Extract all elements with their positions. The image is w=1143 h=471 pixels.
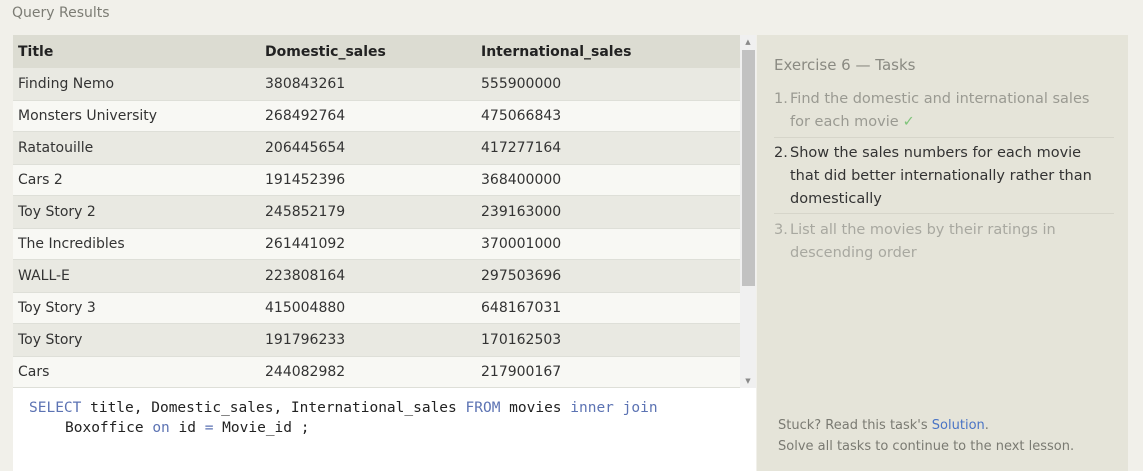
cell-international-sales: 297503696 <box>481 268 562 284</box>
task-item-2: 2. Show the sales numbers for each movie… <box>774 142 1104 211</box>
query-results-panel: Title Domestic_sales International_sales… <box>13 35 756 388</box>
cell-domestic-sales: 261441092 <box>265 236 346 252</box>
task-divider <box>774 137 1114 138</box>
cell-international-sales: 417277164 <box>481 140 562 156</box>
cell-title: Toy Story 2 <box>18 204 96 220</box>
sql-keyword: SELECT <box>29 400 82 416</box>
cell-international-sales: 475066843 <box>481 108 562 124</box>
sql-text: title, Domestic_sales, International_sal… <box>81 400 466 416</box>
checkmark-icon: ✓ <box>902 114 915 130</box>
sql-text: movies <box>500 400 571 416</box>
task-divider <box>774 213 1114 214</box>
task-text: Show the sales numbers for each movie th… <box>790 145 1092 207</box>
results-scrollbar[interactable]: ▲ ▼ <box>740 35 756 388</box>
sql-keyword: on <box>152 420 170 436</box>
scroll-up-arrow-icon[interactable]: ▲ <box>745 38 751 46</box>
sql-text: Boxoffice <box>65 420 153 436</box>
cell-title: Toy Story 3 <box>18 300 96 316</box>
cell-international-sales: 555900000 <box>481 76 562 92</box>
cell-title: The Incredibles <box>18 236 125 252</box>
table-row: Toy Story 3 415004880 648167031 <box>13 292 740 324</box>
sql-text: Movie_id ; <box>213 420 310 436</box>
solution-link[interactable]: Solution <box>931 418 985 433</box>
sql-keyword: inner join <box>570 400 658 416</box>
cell-title: Finding Nemo <box>18 76 115 92</box>
continue-note: Solve all tasks to continue to the next … <box>778 439 1075 454</box>
table-row: Ratatouille 206445654 417277164 <box>13 132 740 164</box>
sql-line-2: Boxoffice on id = Movie_id ; <box>65 418 309 438</box>
table-row: The Incredibles 261441092 370001000 <box>13 228 740 260</box>
tasks-panel: Exercise 6 — Tasks 1. Find the domestic … <box>757 35 1128 471</box>
cell-title: Toy Story <box>18 332 83 348</box>
sql-keyword: FROM <box>465 400 501 416</box>
cell-domestic-sales: 380843261 <box>265 76 346 92</box>
task-number: 2. <box>774 145 788 161</box>
cell-title: Cars 2 <box>18 172 63 188</box>
cell-domestic-sales: 245852179 <box>265 204 346 220</box>
column-header-domestic-sales: Domestic_sales <box>265 43 386 60</box>
scroll-down-arrow-icon[interactable]: ▼ <box>745 377 751 385</box>
stuck-hint: Stuck? Read this task's Solution. <box>778 418 989 433</box>
cell-international-sales: 239163000 <box>481 204 562 220</box>
tasks-title: Exercise 6 — Tasks <box>774 56 916 74</box>
cell-domestic-sales: 244082982 <box>265 364 346 380</box>
task-number: 1. <box>774 91 788 107</box>
cell-domestic-sales: 415004880 <box>265 300 346 316</box>
sql-operator: = <box>204 420 214 436</box>
cell-title: Ratatouille <box>18 140 94 156</box>
task-text: List all the movies by their ratings in … <box>790 222 1056 261</box>
table-row: WALL-E 223808164 297503696 <box>13 260 740 292</box>
task-number: 3. <box>774 222 788 238</box>
task-text: Find the domestic and international sale… <box>790 91 1090 130</box>
cell-domestic-sales: 191796233 <box>265 332 346 348</box>
page-title: Query Results <box>12 5 110 21</box>
sql-line-1: SELECT title, Domestic_sales, Internatio… <box>29 398 658 418</box>
sql-text: id <box>169 420 205 436</box>
table-row: Toy Story 2 245852179 239163000 <box>13 196 740 228</box>
cell-domestic-sales: 206445654 <box>265 140 346 156</box>
column-header-title: Title <box>18 43 54 60</box>
cell-domestic-sales: 223808164 <box>265 268 346 284</box>
task-item-1: 1. Find the domestic and international s… <box>774 88 1104 134</box>
column-header-international-sales: International_sales <box>481 43 632 60</box>
cell-title: WALL-E <box>18 268 70 284</box>
cell-title: Monsters University <box>18 108 158 124</box>
cell-international-sales: 170162503 <box>481 332 562 348</box>
table-row: Finding Nemo 380843261 555900000 <box>13 68 740 100</box>
stuck-prefix: Stuck? Read this task's <box>778 418 932 433</box>
cell-title: Cars <box>18 364 50 380</box>
stuck-suffix: . <box>984 418 989 433</box>
cell-domestic-sales: 191452396 <box>265 172 346 188</box>
table-row: Cars 244082982 217900167 <box>13 356 740 388</box>
cell-international-sales: 648167031 <box>481 300 562 316</box>
sql-editor[interactable]: SELECT title, Domestic_sales, Internatio… <box>13 388 756 471</box>
scroll-thumb[interactable] <box>742 50 755 286</box>
table-row: Toy Story 191796233 170162503 <box>13 324 740 356</box>
cell-international-sales: 217900167 <box>481 364 562 380</box>
cell-international-sales: 370001000 <box>481 236 562 252</box>
table-header-row: Title Domestic_sales International_sales <box>13 35 740 68</box>
cell-international-sales: 368400000 <box>481 172 562 188</box>
results-table: Title Domestic_sales International_sales… <box>13 35 740 388</box>
task-item-3: 3. List all the movies by their ratings … <box>774 219 1104 265</box>
table-row: Monsters University 268492764 475066843 <box>13 100 740 132</box>
table-row: Cars 2 191452396 368400000 <box>13 164 740 196</box>
cell-domestic-sales: 268492764 <box>265 108 346 124</box>
